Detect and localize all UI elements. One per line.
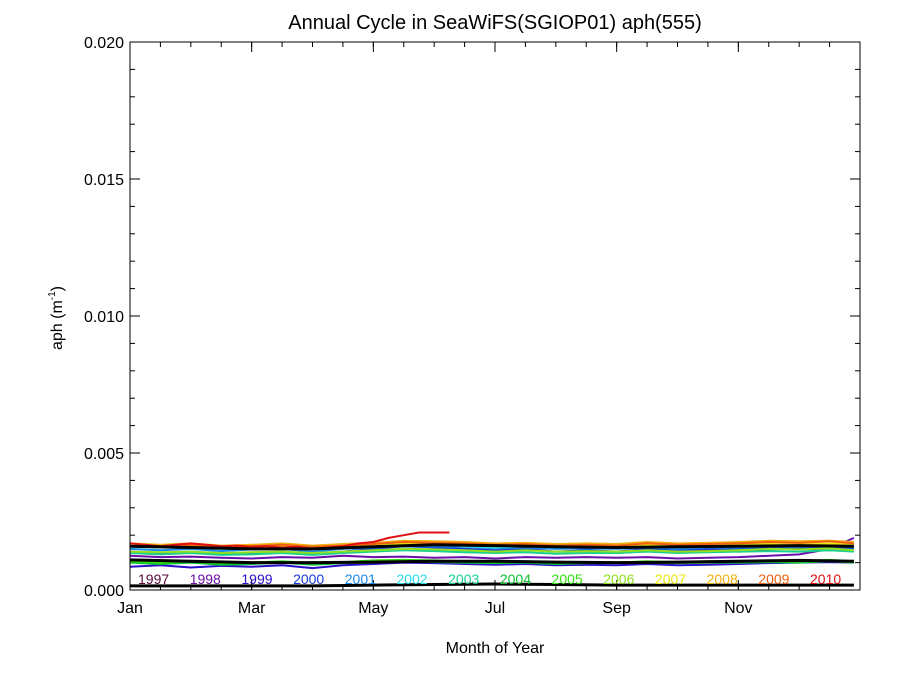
legend-entry-1997: 1997 bbox=[138, 571, 169, 587]
legend-entry-2006: 2006 bbox=[603, 571, 634, 587]
series-line-2010 bbox=[129, 531, 450, 550]
legend-entry-2009: 2009 bbox=[758, 571, 789, 587]
x-tick-label: Mar bbox=[238, 600, 266, 617]
x-tick-label: Nov bbox=[724, 600, 752, 617]
y-tick-label: 0.005 bbox=[84, 446, 124, 463]
y-tick-label: 0.020 bbox=[84, 35, 124, 52]
series-line-2006 bbox=[129, 547, 854, 555]
black-reference-line bbox=[129, 558, 854, 565]
legend-entry-2008: 2008 bbox=[707, 571, 738, 587]
x-tick-label: Jul bbox=[485, 600, 505, 617]
x-tick-label: Jan bbox=[117, 600, 143, 617]
legend: 1997 1998 1999 2000 2001 2002 2003 2004 2005 2006… bbox=[138, 571, 841, 587]
x-tick-label: Sep bbox=[602, 600, 631, 617]
svg-text:aph (m-1): aph (m-1) bbox=[47, 286, 66, 350]
y-tick-label: 0.010 bbox=[84, 309, 124, 326]
series-line-2003 bbox=[129, 549, 854, 556]
y-tick-label: 0.000 bbox=[84, 583, 124, 600]
legend-entry-2000: 2000 bbox=[293, 571, 324, 587]
legend-entry-2003: 2003 bbox=[448, 571, 479, 587]
y-axis-label-text: aph (m bbox=[49, 300, 66, 350]
plot-frame bbox=[129, 41, 861, 591]
x-axis-label: Month of Year bbox=[446, 640, 545, 657]
chart-title: Annual Cycle in SeaWiFS(SGIOP01) aph(555… bbox=[288, 12, 702, 34]
x-tick-label: May bbox=[358, 600, 388, 617]
series-line-1999 bbox=[129, 561, 854, 570]
y-tick-label: 0.015 bbox=[84, 172, 124, 189]
legend-entry-2005: 2005 bbox=[552, 571, 583, 587]
y-axis-label-sup: -1 bbox=[47, 291, 58, 300]
plot-lines bbox=[129, 531, 855, 588]
y-axis-label-close: ) bbox=[49, 286, 66, 291]
legend-entry-1998: 1998 bbox=[190, 571, 221, 587]
black-reference-line bbox=[129, 543, 854, 551]
legend-entry-2007: 2007 bbox=[655, 571, 686, 587]
legend-entry-2001: 2001 bbox=[345, 571, 376, 587]
axis-ticks: 0.000 0.005 0.010 0.015 0.020 Jan Mar May Jul Sep… bbox=[84, 35, 861, 617]
legend-entry-1999: 1999 bbox=[241, 571, 272, 587]
series-line-1998 bbox=[129, 536, 855, 560]
legend-entry-2004: 2004 bbox=[500, 571, 531, 587]
series-line-2008 bbox=[129, 539, 854, 547]
black-reference-line bbox=[130, 582, 854, 588]
y-axis-label: aph (m-1) bbox=[47, 286, 66, 350]
legend-entry-2002: 2002 bbox=[396, 571, 427, 587]
legend-entry-2010: 2010 bbox=[810, 571, 841, 587]
